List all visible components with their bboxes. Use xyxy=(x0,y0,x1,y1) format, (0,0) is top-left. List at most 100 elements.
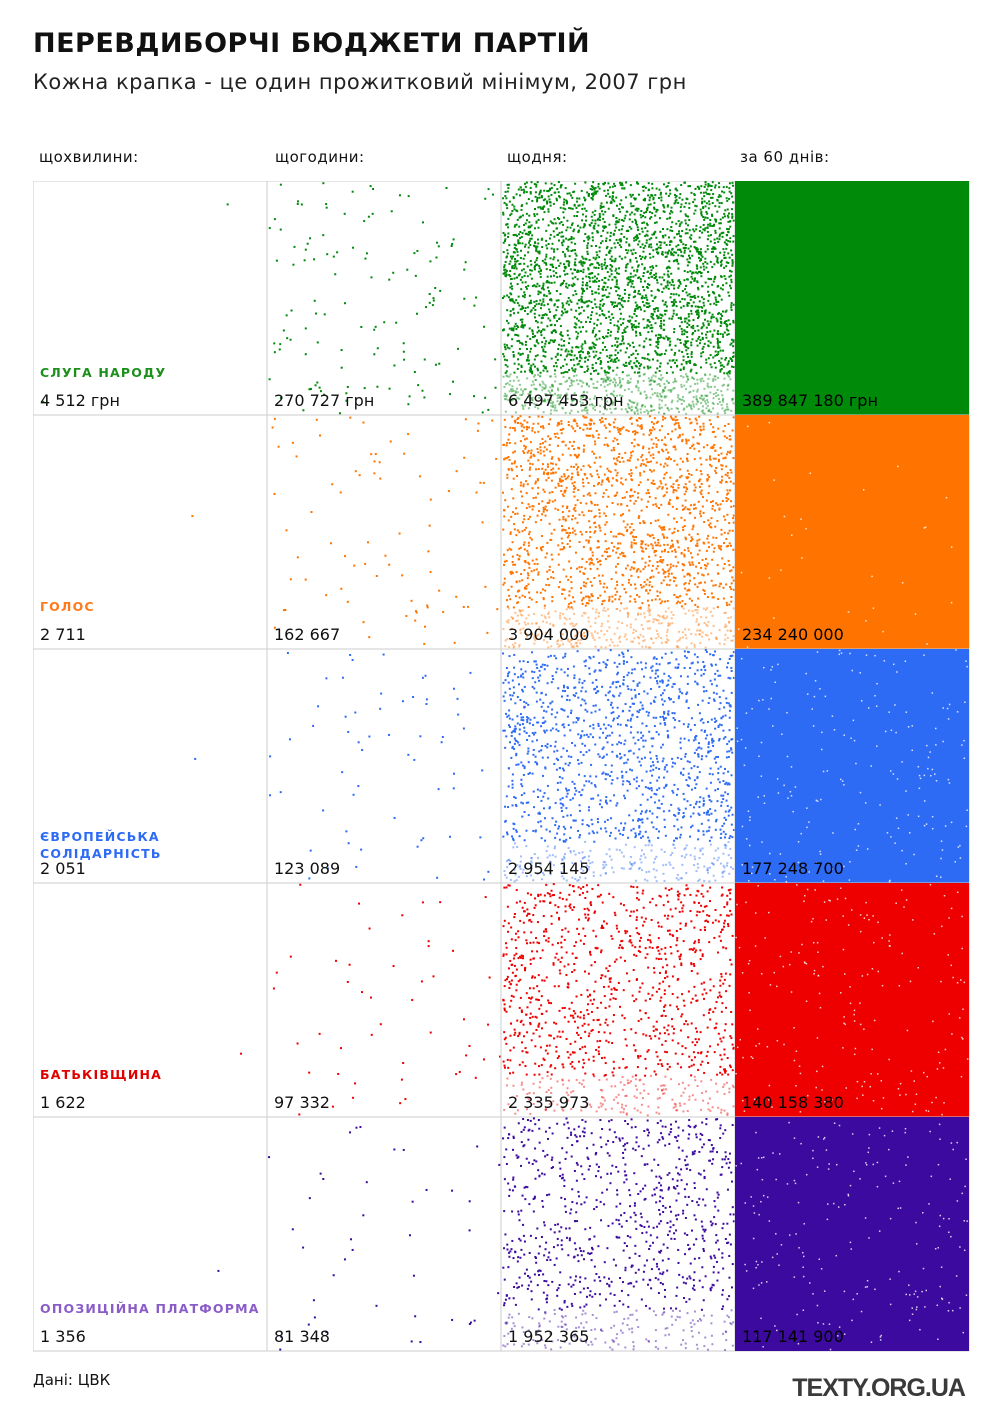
dot xyxy=(726,450,729,453)
dot xyxy=(700,401,703,404)
dot xyxy=(563,401,566,404)
dot xyxy=(545,244,548,247)
dot xyxy=(560,338,563,341)
dot xyxy=(627,278,630,281)
dot xyxy=(691,254,694,257)
dot xyxy=(571,222,574,225)
dot xyxy=(683,205,686,208)
dot xyxy=(583,371,586,374)
dot xyxy=(664,576,667,579)
dot xyxy=(703,521,706,524)
dot xyxy=(587,539,590,542)
dot xyxy=(645,505,648,508)
dot xyxy=(702,345,705,348)
dot xyxy=(630,405,633,408)
dot xyxy=(683,251,686,254)
dot xyxy=(636,209,639,212)
dot xyxy=(731,260,734,263)
dot xyxy=(732,340,735,343)
dot xyxy=(515,465,518,468)
dot xyxy=(598,612,601,615)
dot xyxy=(508,200,511,203)
dot xyxy=(608,223,611,226)
dot xyxy=(702,223,705,226)
dot xyxy=(712,291,715,294)
dot xyxy=(647,302,650,305)
dot xyxy=(730,582,733,585)
dot xyxy=(508,262,511,265)
dot xyxy=(586,247,589,250)
dot xyxy=(667,550,670,553)
dot xyxy=(714,354,717,357)
dot xyxy=(314,384,317,387)
dot xyxy=(517,363,520,366)
dot xyxy=(686,301,689,304)
dot xyxy=(549,450,552,453)
dot xyxy=(687,313,690,316)
dot xyxy=(711,500,714,503)
dot xyxy=(486,631,489,634)
dot xyxy=(665,185,668,188)
dot xyxy=(553,256,556,259)
dot xyxy=(598,337,601,340)
dot xyxy=(635,326,638,329)
dot xyxy=(714,449,717,452)
dot xyxy=(725,239,728,242)
dot xyxy=(407,403,410,406)
dot xyxy=(534,195,537,198)
dot xyxy=(624,555,627,558)
dot xyxy=(553,235,556,238)
dot xyxy=(531,234,534,237)
dot xyxy=(512,497,515,500)
dot xyxy=(565,237,568,240)
dot xyxy=(724,412,727,415)
dot xyxy=(547,189,550,192)
dot xyxy=(606,630,609,632)
dot xyxy=(729,287,732,290)
dot xyxy=(517,334,520,337)
dot xyxy=(707,223,710,226)
dot xyxy=(685,457,688,460)
dot xyxy=(588,403,591,406)
dot xyxy=(635,260,638,263)
dot xyxy=(516,254,519,257)
dot xyxy=(633,598,636,601)
dot xyxy=(632,323,635,326)
dot xyxy=(722,541,725,544)
dot xyxy=(637,322,640,325)
dot xyxy=(518,547,521,550)
dot xyxy=(633,197,636,200)
dot xyxy=(574,509,577,512)
dot xyxy=(673,236,676,239)
dot xyxy=(517,311,520,314)
dot xyxy=(582,450,585,453)
dot xyxy=(680,385,683,388)
dot xyxy=(594,617,597,620)
dot xyxy=(649,409,652,412)
dot xyxy=(538,626,541,629)
dot xyxy=(535,300,538,303)
dot xyxy=(520,269,523,272)
dot xyxy=(626,283,629,286)
dot xyxy=(718,233,721,236)
dot xyxy=(700,212,703,215)
dot xyxy=(713,238,716,241)
dot xyxy=(510,548,513,551)
dot xyxy=(709,463,712,466)
dot xyxy=(539,331,542,334)
dot xyxy=(646,286,649,289)
dot xyxy=(519,257,522,260)
dot xyxy=(660,199,663,202)
dot xyxy=(665,379,668,382)
dot xyxy=(520,364,523,367)
dot xyxy=(668,249,671,252)
dot xyxy=(680,327,683,330)
dot xyxy=(732,457,735,460)
dot xyxy=(651,547,654,550)
dot xyxy=(506,505,509,508)
dot xyxy=(714,350,717,353)
dot xyxy=(669,189,672,192)
dot xyxy=(700,489,703,492)
dot xyxy=(700,275,703,278)
dot xyxy=(719,582,722,585)
